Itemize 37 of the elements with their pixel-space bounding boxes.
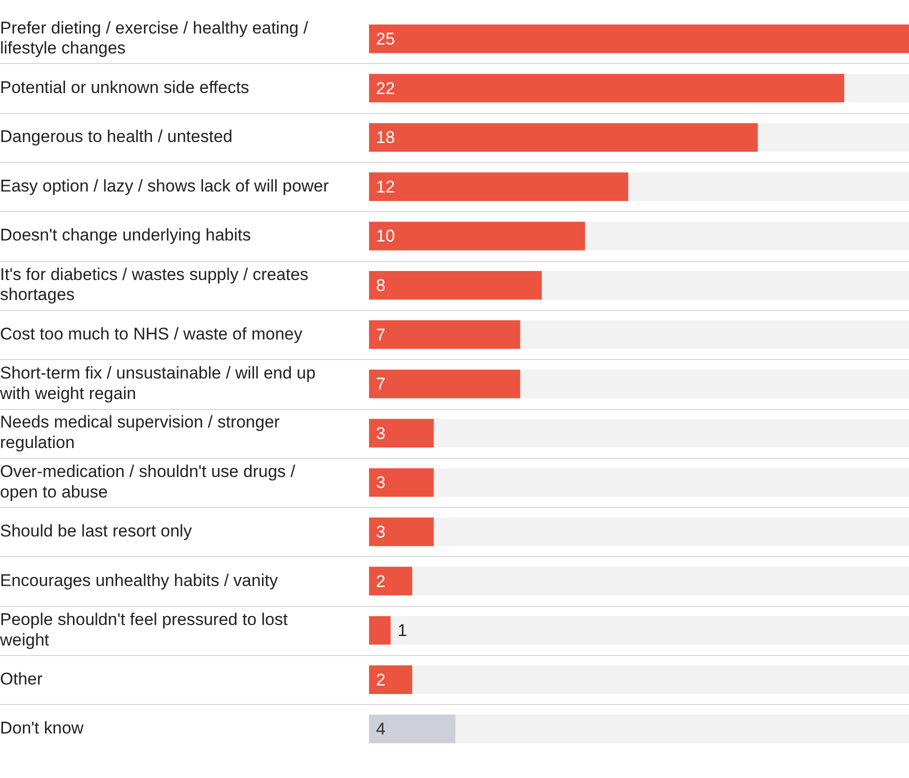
bar xyxy=(369,665,412,694)
data-label: 2 xyxy=(376,572,386,591)
y-tick-label: Don't know xyxy=(0,718,84,738)
y-tick-label: Prefer dieting / exercise / healthy eating / lifestyle changes xyxy=(0,18,308,58)
bar xyxy=(369,616,391,645)
data-label: 12 xyxy=(376,177,395,196)
data-label: 3 xyxy=(376,522,386,542)
data-label: 2 xyxy=(376,670,386,690)
y-tick-label: Easy option / lazy / shows lack of will power xyxy=(0,176,330,196)
data-label: 25 xyxy=(376,30,395,49)
data-label: 10 xyxy=(376,226,395,246)
data-label: 22 xyxy=(376,78,395,98)
data-label: 3 xyxy=(376,424,386,443)
y-tick-label: Over-medication / shouldn't use drugs / open to abuse xyxy=(0,462,296,502)
y-tick-label: Cost too much to NHS / waste of money xyxy=(0,324,303,344)
data-label: 3 xyxy=(376,473,386,492)
data-label: 18 xyxy=(376,128,395,148)
y-tick-label: Potential or unknown side effects xyxy=(0,78,250,97)
bar xyxy=(369,517,434,546)
data-label: 7 xyxy=(376,374,386,394)
y-tick-label: Short-term fix / unsustainable / will end up with weight regain xyxy=(0,363,316,403)
y-tick-label: Needs medical supervision / stronger regulation xyxy=(0,412,280,452)
bar xyxy=(369,566,412,596)
bar xyxy=(369,418,434,448)
data-label: 1 xyxy=(398,621,408,640)
data-label: 4 xyxy=(376,720,386,739)
y-tick-label: Dangerous to health / untested xyxy=(0,127,232,146)
y-tick-label: Doesn't change underlying habits xyxy=(0,226,251,245)
data-label: 7 xyxy=(376,325,386,344)
data-label: 8 xyxy=(376,276,386,295)
y-tick-label: People shouldn't feel pressured to lost weight xyxy=(0,610,288,650)
y-tick-label: Other xyxy=(0,669,43,688)
y-tick-label: It's for diabetics / wastes supply / creates shortages xyxy=(0,264,308,304)
y-tick-label: Encourages unhealthy habits / vanity xyxy=(0,570,278,590)
bar xyxy=(369,714,456,744)
bar xyxy=(369,468,434,497)
y-tick-label: Should be last resort only xyxy=(0,521,192,540)
